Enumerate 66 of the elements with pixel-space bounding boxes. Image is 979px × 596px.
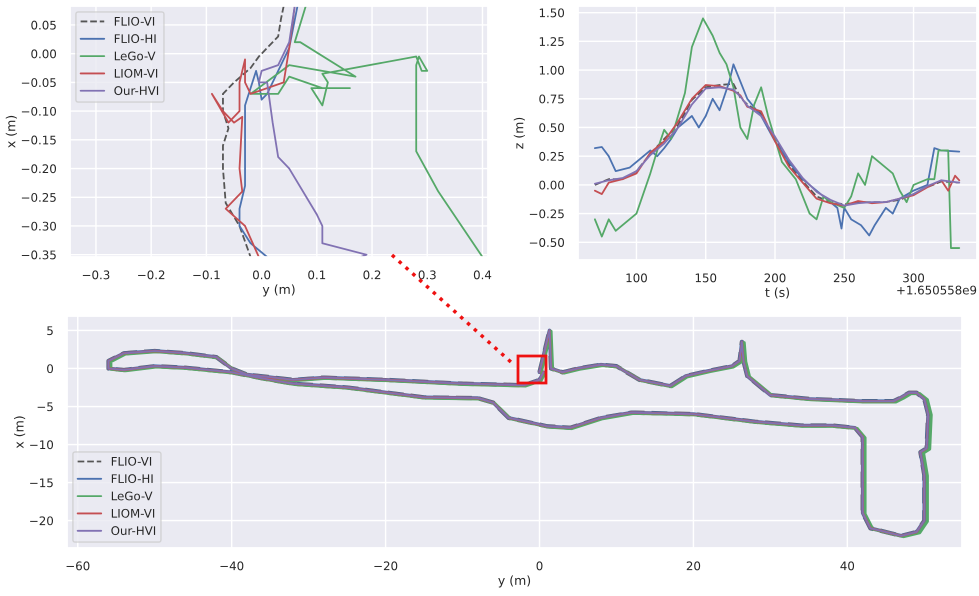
y-tick-label: 0.50 — [539, 123, 564, 132]
x-tick-label: 200 — [764, 273, 786, 282]
y-tick-label: −5 — [38, 402, 53, 412]
x-axis-title: y (m) — [498, 575, 530, 588]
legend-label: FLIO-HI — [114, 34, 156, 44]
x-tick-label: 0.4 — [474, 270, 492, 280]
y-axis-title: z (m) — [514, 118, 525, 149]
y-tick-label: 0.05 — [31, 20, 56, 30]
y-tick-label: −0.15 — [22, 136, 56, 144]
x-tick-label: 0.2 — [363, 270, 380, 280]
legend-label: FLIO-HI — [112, 474, 153, 484]
y-tick-label: 0.25 — [539, 152, 564, 161]
x-tick-label: −0.2 — [138, 270, 164, 280]
x-tick-label: 0.0 — [252, 270, 270, 280]
legend-label: Our-HVI — [114, 86, 158, 96]
y-tick-label: 1.25 — [540, 37, 564, 46]
line-series — [594, 63, 960, 236]
y-tick-label: −0.05 — [22, 78, 56, 88]
x-tick-label: 20 — [686, 561, 700, 570]
y-tick-label: −20 — [30, 516, 54, 526]
x-tick-label: −20 — [374, 561, 398, 570]
x-tick-label: −0.3 — [82, 270, 110, 280]
x-tick-label: 300 — [903, 273, 924, 282]
x-tick-label: 0.1 — [308, 270, 326, 280]
y-tick-label: −0.50 — [530, 238, 564, 247]
x-tick-label: 100 — [626, 273, 647, 282]
x-tick-label: 150 — [696, 273, 716, 282]
y-tick-label: −0.25 — [22, 192, 56, 202]
x-axis-title: t (s) — [765, 287, 789, 299]
x-tick-label: −60 — [66, 561, 90, 570]
x-axis-title: y (m) — [262, 284, 295, 296]
legend-label: Our-HVI — [111, 526, 156, 536]
y-tick-label: 0.00 — [31, 49, 56, 58]
line-series — [222, 6, 285, 257]
y-tick-label: 0.75 — [539, 94, 564, 104]
y-tick-label: 1.50 — [540, 8, 564, 18]
legend-label: LIOM-VI — [112, 508, 154, 518]
x-tick-label: 250 — [834, 273, 855, 282]
y-tick-label: −0.20 — [22, 164, 56, 174]
x-tick-label: −0.1 — [193, 270, 220, 280]
y-tick-label: −0.30 — [22, 222, 56, 231]
y-tick-label: −0.10 — [22, 106, 56, 116]
legend-label: LIOM-VI — [114, 68, 158, 78]
y-tick-label: −15 — [30, 478, 53, 488]
y-axis-title: x (m) — [6, 116, 17, 148]
x-tick-label: 40 — [840, 561, 854, 570]
y-tick-label: 5 — [47, 326, 53, 336]
legend-label: LeGo-V — [114, 51, 156, 60]
y-tick-label: 0 — [47, 364, 54, 374]
line-series — [238, 6, 298, 257]
y-tick-label: 1.00 — [540, 66, 564, 75]
y-tick-label: 0.00 — [539, 180, 564, 190]
legend-label: LeGo-V — [112, 492, 152, 500]
y-tick-label: −10 — [30, 440, 54, 450]
line-series — [211, 6, 296, 257]
line-series — [594, 17, 960, 249]
line-series — [258, 6, 368, 257]
legend-label: FLIO-VI — [114, 16, 154, 26]
legend-label: FLIO-VI — [112, 456, 152, 466]
x-tick-label: −40 — [220, 561, 244, 570]
text: +1.650558e9 — [897, 286, 976, 295]
y-axis-title: x (m) — [14, 416, 26, 448]
x-tick-label: 0.3 — [418, 270, 436, 280]
y-tick-label: −0.25 — [530, 209, 564, 218]
y-tick-label: −0.35 — [22, 250, 56, 260]
line-series — [250, 6, 484, 257]
